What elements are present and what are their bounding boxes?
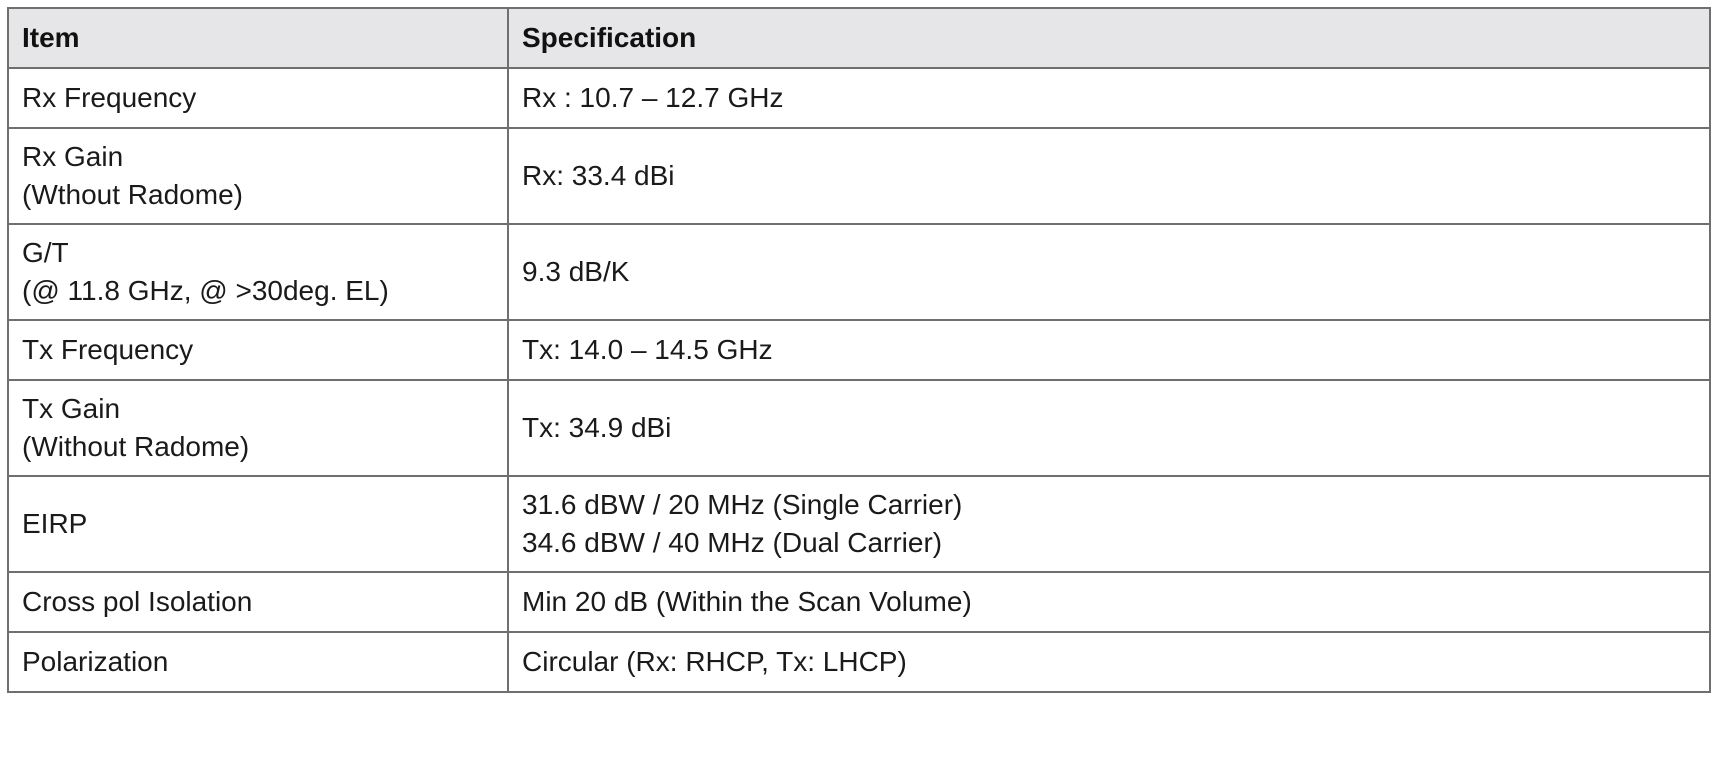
specification-cell-line: Rx: 33.4 dBi [522,160,675,191]
specification-cell-line: Circular (Rx: RHCP, Tx: LHCP) [522,646,907,677]
item-cell-line: (Wthout Radome) [22,179,243,210]
specification-cell: Tx: 14.0 – 14.5 GHz [507,319,1711,381]
table-row: Tx Gain (Without Radome) Tx: 34.9 dBi [7,379,1711,477]
table-row: EIRP 31.6 dBW / 20 MHz (Single Carrier) 34… [7,475,1711,573]
item-cell-line: Polarization [22,646,169,677]
item-cell-line: Tx Gain [22,393,121,424]
specification-cell-line: Rx : 10.7 – 12.7 GHz [522,82,784,113]
header-specification: Specification [507,7,1711,69]
specification-cell-line: 34.6 dBW / 40 MHz (Dual Carrier) [522,527,943,558]
item-cell-line: Cross pol Isolation [22,586,253,617]
specification-cell: 9.3 dB/K [507,223,1711,321]
specification-cell: Rx: 33.4 dBi [507,127,1711,225]
table-row: Tx Frequency Tx: 14.0 – 14.5 GHz [7,319,1711,381]
item-cell-line: Rx Gain [22,141,124,172]
specification-table: Item Specification Rx Frequency Rx : 10.7… [7,7,1711,693]
header-row: Item Specification [7,7,1711,69]
specification-cell-line: Tx: 34.9 dBi [522,412,672,443]
item-cell-line: EIRP [22,508,88,539]
specification-cell-line: 31.6 dBW / 20 MHz (Single Carrier) [522,489,963,520]
specification-cell-line: 9.3 dB/K [522,256,630,287]
table-row: Polarization Circular (Rx: RHCP, Tx: LHCP… [7,631,1711,693]
item-cell: EIRP [7,475,509,573]
item-cell: Polarization [7,631,509,693]
item-cell-line: Rx Frequency [22,82,197,113]
specification-cell: Rx : 10.7 – 12.7 GHz [507,67,1711,129]
item-cell: Cross pol Isolation [7,571,509,633]
table-row: Rx Gain (Wthout Radome) Rx: 33.4 dBi [7,127,1711,225]
table-row: Rx Frequency Rx : 10.7 – 12.7 GHz [7,67,1711,129]
specification-cell: Circular (Rx: RHCP, Tx: LHCP) [507,631,1711,693]
item-cell: G/T (@ 11.8 GHz, @ >30deg. EL) [7,223,509,321]
item-cell: Tx Frequency [7,319,509,381]
item-cell-line: (@ 11.8 GHz, @ >30deg. EL) [22,275,389,306]
specification-cell-line: Min 20 dB (Within the Scan Volume) [522,586,972,617]
table-body: Rx Frequency Rx : 10.7 – 12.7 GHz Rx Gain (… [7,67,1711,693]
item-cell: Tx Gain (Without Radome) [7,379,509,477]
specification-cell-line: Tx: 14.0 – 14.5 GHz [522,334,773,365]
item-cell: Rx Frequency [7,67,509,129]
specification-cell: Min 20 dB (Within the Scan Volume) [507,571,1711,633]
item-cell-line: Tx Frequency [22,334,194,365]
item-cell: Rx Gain (Wthout Radome) [7,127,509,225]
table-header: Item Specification [7,7,1711,69]
table-row: Cross pol Isolation Min 20 dB (Within the… [7,571,1711,633]
header-item: Item [7,7,509,69]
specification-cell: Tx: 34.9 dBi [507,379,1711,477]
table-row: G/T (@ 11.8 GHz, @ >30deg. EL) 9.3 dB/K [7,223,1711,321]
item-cell-line: (Without Radome) [22,431,250,462]
specification-cell: 31.6 dBW / 20 MHz (Single Carrier) 34.6 d… [507,475,1711,573]
item-cell-line: G/T [22,237,69,268]
